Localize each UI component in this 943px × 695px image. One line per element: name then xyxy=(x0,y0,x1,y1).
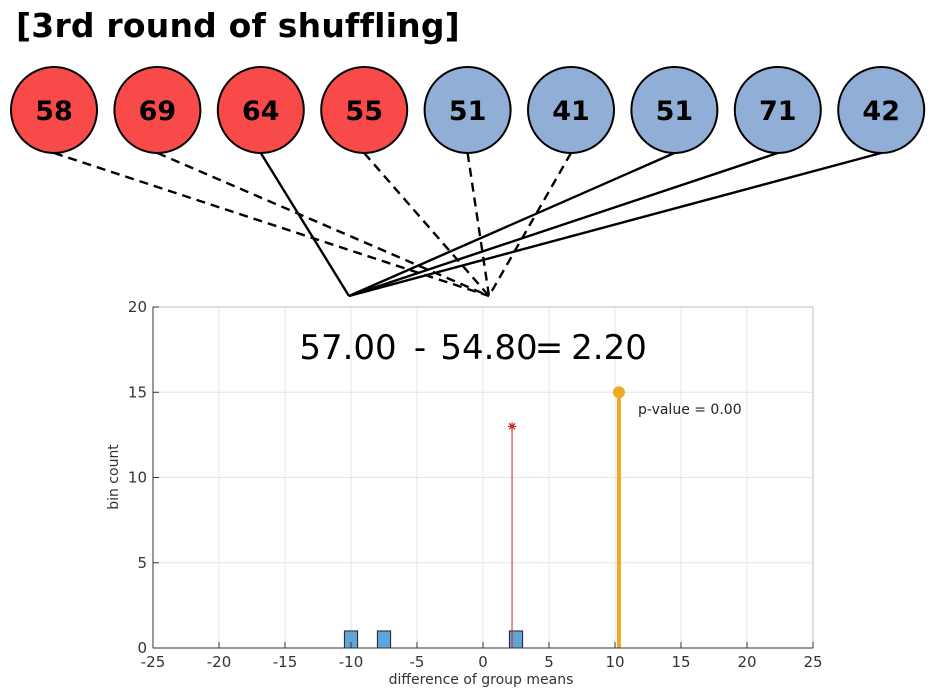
ball-value: 41 xyxy=(552,96,590,127)
y-tick-label: 20 xyxy=(128,298,147,316)
x-tick-label: 25 xyxy=(803,653,822,671)
ball: 42 xyxy=(837,66,926,154)
x-tick-label: -25 xyxy=(141,653,166,671)
dashed-connection-line xyxy=(53,151,490,298)
dashed-connection-line xyxy=(487,152,573,297)
ball: 71 xyxy=(733,66,822,154)
y-axis-label: bin count xyxy=(106,444,122,510)
ball-value: 69 xyxy=(139,96,177,127)
dashed-connection-line xyxy=(363,152,490,297)
ball-circle xyxy=(630,66,719,154)
ball-row: 58 69 64 55 51 41 51 71 42 xyxy=(10,66,926,154)
ball: 58 xyxy=(10,66,98,154)
connection-lines xyxy=(53,151,882,298)
ball: 41 xyxy=(527,66,615,154)
ball-value: 51 xyxy=(449,96,487,127)
chart-markers xyxy=(508,386,625,648)
x-tick-label: -10 xyxy=(339,653,364,671)
ball-circle xyxy=(423,66,512,154)
y-tick-label: 15 xyxy=(128,383,147,401)
ball: 64 xyxy=(216,66,305,154)
observed-marker xyxy=(612,386,625,399)
equation-result: 2.20 xyxy=(571,328,647,368)
current-shuffle-marker xyxy=(508,422,517,431)
histogram-bar xyxy=(376,630,392,649)
y-tick-label: 10 xyxy=(128,469,147,487)
histogram-bars xyxy=(343,630,524,649)
chart-ticks: -25 -20 -15 -10 -5 0 5 10 15 20 25 0 5 10 15 20 xyxy=(128,298,823,671)
x-tick-label: -20 xyxy=(207,653,232,671)
solid-connection-line xyxy=(348,151,675,298)
solid-connection-line xyxy=(259,152,351,297)
x-tick-label: 10 xyxy=(605,653,624,671)
histogram-bar xyxy=(508,630,524,649)
ball-value: 51 xyxy=(656,96,694,127)
ball-circle xyxy=(113,66,202,154)
ball-value: 71 xyxy=(759,96,797,127)
ball-value: 58 xyxy=(35,96,73,127)
equation-mean1: 57.00 xyxy=(299,328,396,368)
solid-connection-line xyxy=(348,151,779,298)
x-tick-label: -5 xyxy=(410,653,425,671)
equation-minus: - xyxy=(414,328,426,368)
equation-mean2: 54.80 xyxy=(440,328,537,368)
x-tick-label: 15 xyxy=(671,653,690,671)
y-tick-label: 5 xyxy=(137,554,147,572)
equation-equals: = xyxy=(535,328,564,368)
dashed-connection-line xyxy=(466,152,491,297)
x-tick-label: 20 xyxy=(737,653,756,671)
x-axis-label: difference of group means xyxy=(389,672,574,688)
ball: 51 xyxy=(423,66,512,154)
ball-value: 42 xyxy=(862,96,900,127)
p-value-label: p-value = 0.00 xyxy=(638,402,742,418)
ball-circle xyxy=(733,66,822,154)
ball: 69 xyxy=(113,66,202,154)
page-title: [3rd round of shuffling] xyxy=(16,6,460,45)
ball: 51 xyxy=(630,66,719,154)
x-tick-label: 0 xyxy=(478,653,488,671)
x-tick-label: 5 xyxy=(544,653,554,671)
ball-value: 64 xyxy=(242,96,280,127)
solid-connection-line xyxy=(348,151,882,298)
ball-circle xyxy=(10,66,98,154)
ball-circle xyxy=(320,66,409,154)
ball-circle xyxy=(216,66,305,154)
ball-value: 55 xyxy=(345,96,383,127)
y-tick-label: 0 xyxy=(137,639,147,657)
ball-circle xyxy=(527,66,615,154)
ball: 55 xyxy=(320,66,409,154)
dashed-connection-line xyxy=(156,151,490,298)
equation: 57.00 - 54.80 = 2.20 xyxy=(299,328,647,368)
x-tick-label: -15 xyxy=(273,653,298,671)
histogram-chart: -25 -20 -15 -10 -5 0 5 10 15 20 25 0 5 10 15 20 differe… xyxy=(106,298,823,688)
ball-circle xyxy=(837,66,926,154)
